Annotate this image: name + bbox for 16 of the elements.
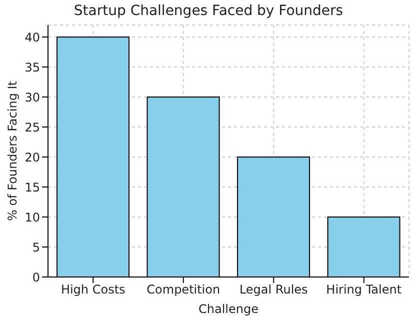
y-tick-label: 40 <box>24 30 40 44</box>
y-tick-label: 35 <box>24 60 40 74</box>
y-axis-title: % of Founders Facing It <box>5 80 20 221</box>
y-tick-label: 15 <box>24 180 40 194</box>
x-axis-title: Challenge <box>198 302 258 316</box>
chart-title: Startup Challenges Faced by Founders <box>72 3 344 19</box>
y-tick-label: 25 <box>24 120 40 134</box>
y-tick-label: 20 <box>24 150 40 164</box>
x-tick-label: Legal Rules <box>239 282 308 297</box>
y-tick-label: 30 <box>24 90 40 104</box>
x-tick-label: Hiring Talent <box>326 282 402 297</box>
x-tick-label: High Costs <box>60 282 126 297</box>
y-tick-label: 0 <box>32 270 40 284</box>
x-tick-label: Competition <box>146 282 220 297</box>
y-tick-label: 10 <box>24 210 40 224</box>
y-tick-label: 5 <box>32 240 40 254</box>
